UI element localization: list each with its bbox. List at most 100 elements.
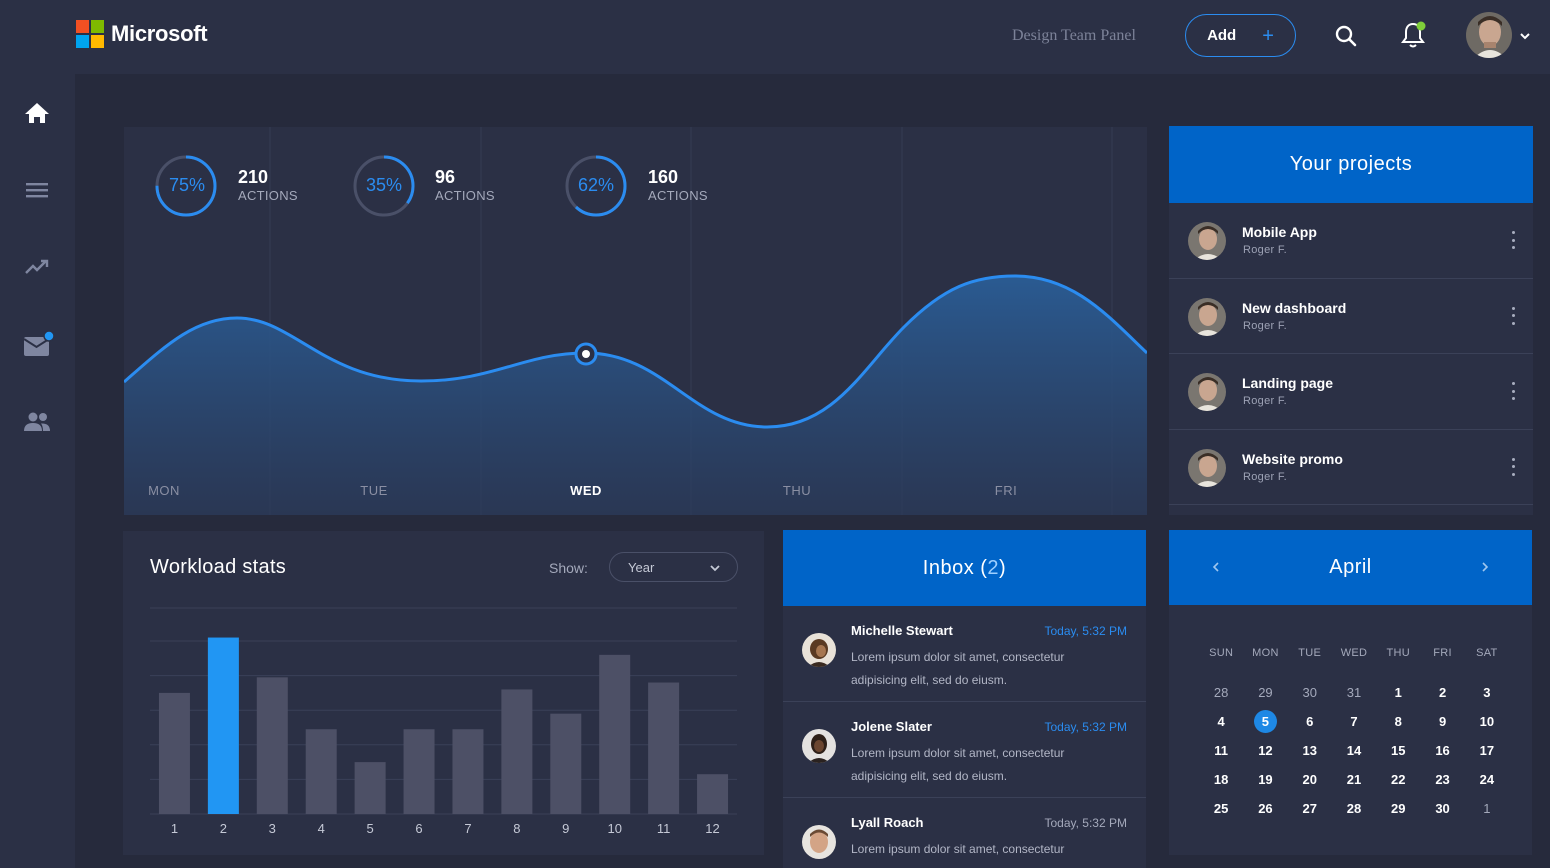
bar-4[interactable] [305, 729, 337, 814]
activity-area-chart [124, 127, 1147, 515]
calendar-grid: SUN MON TUE WED THU FRI SAT 28 29 30 31 … [1199, 642, 1509, 823]
calendar-day[interactable]: 29 [1391, 801, 1406, 816]
x-tick-label: 9 [562, 821, 569, 836]
calendar-day[interactable]: 18 [1213, 772, 1229, 787]
calendar-day[interactable]: 17 [1479, 743, 1495, 758]
day-label-tue[interactable]: TUE [360, 483, 388, 498]
menu-icon[interactable] [20, 175, 54, 205]
calendar-day[interactable]: 11 [1214, 743, 1229, 758]
calendar-day[interactable]: 14 [1346, 743, 1362, 758]
trending-up-icon[interactable] [20, 252, 54, 282]
bell-icon[interactable] [1398, 20, 1428, 50]
chevron-down-icon[interactable] [1519, 28, 1531, 46]
calendar-header: April [1169, 530, 1532, 605]
bar-6[interactable] [403, 729, 435, 814]
message-time: Today, 5:32 PM [1044, 624, 1128, 638]
x-tick-label: 10 [607, 821, 621, 836]
calendar-day[interactable]: 8 [1394, 714, 1402, 729]
mail-icon[interactable] [20, 329, 54, 359]
more-vertical-icon[interactable] [1509, 457, 1517, 476]
calendar-day[interactable]: 1 [1394, 685, 1402, 700]
calendar-day[interactable]: 15 [1391, 743, 1406, 758]
day-label-wed[interactable]: WED [570, 483, 602, 498]
calendar-day[interactable]: 12 [1258, 743, 1273, 758]
bar-5[interactable] [354, 762, 386, 814]
calendar-day-selected[interactable]: 5 [1243, 710, 1287, 733]
avatar [1188, 373, 1226, 411]
more-vertical-icon[interactable] [1509, 306, 1517, 325]
stat-3: 62% 160 ACTIONS [565, 154, 708, 216]
project-item[interactable]: Mobile App Roger F. [1169, 203, 1533, 279]
calendar-day[interactable]: 6 [1306, 714, 1314, 729]
user-avatar[interactable] [1466, 12, 1512, 58]
calendar-day[interactable]: 7 [1350, 714, 1358, 729]
bar-11[interactable] [648, 682, 680, 814]
project-item[interactable]: Website promo Roger F. [1169, 430, 1533, 505]
calendar-day[interactable]: 10 [1479, 714, 1495, 729]
calendar-day[interactable]: 25 [1213, 801, 1229, 816]
calendar-day[interactable]: 28 [1346, 801, 1362, 816]
calendar-day[interactable]: 27 [1302, 801, 1317, 816]
day-label-mon[interactable]: MON [148, 483, 180, 498]
stat-2: 35% 96 ACTIONS [353, 154, 495, 216]
project-item[interactable]: New dashboard Roger F. [1169, 279, 1533, 354]
more-vertical-icon[interactable] [1509, 231, 1517, 249]
home-icon[interactable] [20, 98, 54, 128]
calendar-day[interactable]: 30 [1435, 801, 1450, 816]
calendar-day[interactable]: 3 [1483, 685, 1491, 700]
calendar-day[interactable]: 22 [1391, 772, 1406, 787]
message-item[interactable]: Michelle Stewart Today, 5:32 PM Lorem ip… [783, 606, 1146, 702]
search-icon[interactable] [1331, 21, 1361, 51]
inbox-panel: Inbox (2) Michelle Stewart Today, 5:32 P… [783, 530, 1146, 868]
chevron-left-icon[interactable] [1207, 558, 1225, 576]
calendar-day[interactable]: 26 [1258, 801, 1273, 816]
bar-1[interactable] [158, 692, 190, 814]
day-label-thu[interactable]: THU [782, 483, 812, 498]
brand-name: Microsoft [111, 21, 208, 46]
bar-3[interactable] [256, 677, 288, 814]
calendar-day[interactable]: 24 [1479, 772, 1495, 787]
inbox-title[interactable]: Inbox (2) [783, 530, 1146, 606]
calendar-day[interactable]: 1 [1483, 801, 1491, 816]
calendar-day[interactable]: 20 [1302, 772, 1317, 787]
avatar [802, 825, 836, 859]
calendar-day[interactable]: 30 [1302, 685, 1317, 700]
x-tick-label: 7 [464, 821, 471, 836]
calendar-day[interactable]: 4 [1217, 714, 1225, 729]
project-owner: Roger F. [1243, 319, 1287, 332]
microsoft-logo[interactable]: Microsoft [76, 20, 208, 48]
bar-2[interactable] [207, 637, 239, 814]
stat-percent: 35% [365, 174, 403, 195]
message-item[interactable]: Lyall Roach Today, 5:32 PM Lorem ipsum d… [783, 798, 1146, 868]
calendar-day[interactable]: 2 [1438, 685, 1447, 700]
plus-icon: + [1262, 24, 1274, 47]
add-button[interactable]: Add + [1185, 14, 1296, 57]
x-tick-label: 3 [269, 821, 276, 836]
period-select[interactable]: Year [609, 552, 738, 582]
bar-7[interactable] [452, 729, 484, 814]
bar-9[interactable] [550, 713, 582, 814]
people-icon[interactable] [20, 407, 54, 437]
projects-title: Your projects [1169, 126, 1533, 203]
day-label-fri[interactable]: FRI [994, 483, 1018, 498]
calendar-day[interactable]: 19 [1258, 772, 1273, 787]
chevron-right-icon[interactable] [1476, 558, 1494, 576]
message-item[interactable]: Jolene Slater Today, 5:32 PM Lorem ipsum… [783, 702, 1146, 798]
weekday-label: THU [1386, 647, 1411, 659]
bar-8[interactable] [501, 689, 533, 814]
calendar-panel: April SUN MON TUE WED THU FRI SAT 28 29 … [1169, 530, 1532, 855]
calendar-day[interactable]: 29 [1258, 685, 1273, 700]
calendar-day[interactable]: 31 [1346, 685, 1362, 700]
calendar-day[interactable]: 16 [1435, 743, 1450, 758]
bar-10[interactable] [599, 654, 631, 814]
more-vertical-icon[interactable] [1509, 382, 1517, 400]
calendar-day[interactable]: 21 [1346, 772, 1362, 787]
sidebar [0, 74, 75, 868]
weekday-row: SUN MON TUE WED THU FRI SAT [1199, 642, 1509, 664]
calendar-day[interactable]: 28 [1213, 685, 1229, 700]
bar-12[interactable] [697, 774, 729, 814]
calendar-day[interactable]: 23 [1435, 772, 1450, 787]
calendar-day[interactable]: 9 [1438, 714, 1447, 729]
project-item[interactable]: Landing page Roger F. [1169, 354, 1533, 430]
calendar-day[interactable]: 13 [1302, 743, 1317, 758]
